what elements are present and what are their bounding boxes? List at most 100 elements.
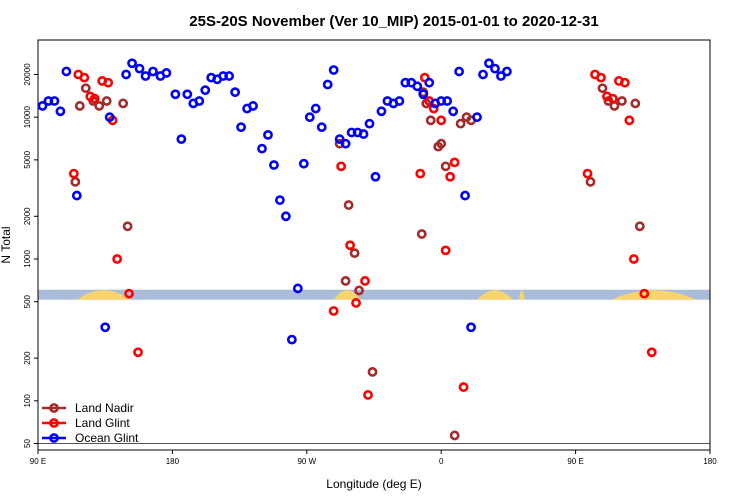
ocean-glint-point bbox=[134, 63, 145, 74]
ocean-glint-point bbox=[200, 85, 211, 96]
ocean-glint-point bbox=[442, 96, 453, 106]
land-glint-point bbox=[639, 288, 650, 299]
land-glint-point bbox=[445, 171, 456, 182]
land-nadir-point bbox=[425, 115, 436, 126]
ocean-glint-point bbox=[358, 129, 369, 139]
land-shape bbox=[611, 290, 697, 300]
land-nadir-point bbox=[634, 221, 645, 232]
land-glint-point bbox=[619, 77, 630, 88]
x-axis: 90 E 180 90 W 0 90 E 180 bbox=[30, 450, 717, 466]
ocean-glint-point bbox=[496, 71, 506, 81]
ocean-glint-point bbox=[304, 112, 315, 123]
legend-label-land-glint: Land Glint bbox=[75, 416, 130, 430]
ocean-glint-point bbox=[328, 65, 339, 75]
land-glint-point bbox=[89, 93, 100, 104]
land-shape bbox=[518, 290, 525, 300]
ocean-glint-point bbox=[49, 96, 60, 106]
ocean-glint-point bbox=[484, 58, 494, 69]
y-tick-label: 500 bbox=[23, 294, 32, 308]
chart-title: 25S-20S November (Ver 10_MIP) 2015-01-01… bbox=[189, 13, 598, 30]
ocean-glint-point bbox=[55, 106, 66, 117]
land-nadir-point bbox=[616, 96, 627, 106]
land-glint-point bbox=[133, 347, 143, 358]
land-glint-point bbox=[112, 254, 123, 264]
ocean-glint-point bbox=[364, 118, 375, 129]
land-nadir-point bbox=[343, 200, 354, 210]
ocean-glint-point bbox=[298, 158, 309, 169]
land-nadir-point bbox=[449, 430, 460, 441]
ocean-glint-point bbox=[248, 101, 258, 111]
plot-frame bbox=[37, 39, 711, 451]
ocean-glint-point bbox=[176, 134, 187, 145]
land-nadir-point bbox=[80, 83, 91, 94]
land-nadir-point bbox=[585, 176, 596, 187]
x-tick-label: 90 E bbox=[567, 457, 583, 466]
ocean-glint-point bbox=[412, 81, 423, 92]
ocean-glint-point bbox=[170, 89, 181, 100]
ocean-glint-point bbox=[316, 122, 327, 133]
y-tick-label: 20000 bbox=[23, 63, 32, 86]
legend-marker-ocean-glint bbox=[49, 433, 59, 443]
ocean-glint-point bbox=[418, 89, 429, 100]
ocean-glint-point bbox=[148, 66, 158, 77]
x-axis-label: Longitude (deg E) bbox=[326, 477, 421, 491]
land-glint-point bbox=[608, 93, 618, 104]
land-nadir-point bbox=[101, 96, 112, 106]
x-tick-label: 0 bbox=[439, 457, 444, 466]
land-nadir-point bbox=[440, 161, 451, 172]
y-axis: 50 100 200 500 1000 2000 5000 10000 20000 bbox=[23, 63, 38, 448]
land-glint-point bbox=[458, 382, 469, 392]
ocean-glint-point bbox=[104, 112, 115, 123]
land-glint-point bbox=[628, 254, 639, 264]
land-glint-point bbox=[363, 390, 373, 400]
ocean-glint-point bbox=[224, 71, 235, 81]
ocean-glint-point bbox=[61, 66, 72, 77]
y-tick-label: 100 bbox=[23, 394, 32, 408]
land-glint-point bbox=[79, 72, 90, 83]
land-nadir-point bbox=[436, 138, 447, 149]
ocean-glint-point bbox=[322, 79, 333, 90]
map-strip bbox=[38, 289, 710, 300]
land-glint-point bbox=[360, 276, 370, 286]
land-nadir-point bbox=[340, 276, 351, 286]
y-axis-label: N Total bbox=[0, 226, 13, 263]
land-glint-point bbox=[124, 288, 134, 299]
ocean-glint-point bbox=[236, 122, 246, 133]
land-nadir-point bbox=[597, 83, 608, 94]
ocean-glint-point bbox=[100, 322, 111, 333]
ocean-glint-point bbox=[182, 89, 193, 100]
ocean-glint-point bbox=[394, 96, 405, 106]
x-tick-label: 90 E bbox=[30, 457, 46, 466]
ocean-glint-point bbox=[454, 66, 465, 77]
land-glint-point bbox=[428, 103, 439, 114]
ocean-glint-point bbox=[37, 101, 48, 111]
land-glint-point bbox=[624, 115, 635, 126]
ocean-glint-point bbox=[460, 190, 470, 201]
ocean-glint-point bbox=[263, 129, 273, 140]
land-nadir-point bbox=[354, 285, 364, 296]
land-glint-point bbox=[68, 168, 79, 179]
x-tick-label: 90 W bbox=[297, 457, 316, 466]
ocean-glint-point bbox=[502, 66, 512, 77]
ocean-glint-point bbox=[490, 63, 500, 74]
data-points bbox=[37, 58, 657, 441]
ocean-glint-point bbox=[257, 143, 267, 154]
land-glint-point bbox=[436, 115, 447, 126]
y-tick-label: 200 bbox=[23, 351, 32, 365]
ocean-glint-point bbox=[269, 160, 279, 170]
y-tick-label: 50 bbox=[23, 439, 32, 448]
ocean-glint-point bbox=[161, 68, 172, 78]
land-shape bbox=[333, 290, 361, 300]
ocean-glint-point bbox=[472, 112, 482, 123]
land-glint-point bbox=[415, 168, 426, 179]
legend-label-land-nadir: Land Nadir bbox=[75, 401, 134, 415]
land-nadir-point bbox=[70, 176, 81, 187]
land-shape bbox=[76, 290, 131, 300]
land-nadir-point bbox=[416, 229, 427, 239]
land-nadir-point bbox=[94, 101, 105, 111]
y-tick-label: 10000 bbox=[23, 105, 32, 128]
land-glint-point bbox=[351, 298, 361, 308]
land-glint-point bbox=[328, 306, 339, 316]
